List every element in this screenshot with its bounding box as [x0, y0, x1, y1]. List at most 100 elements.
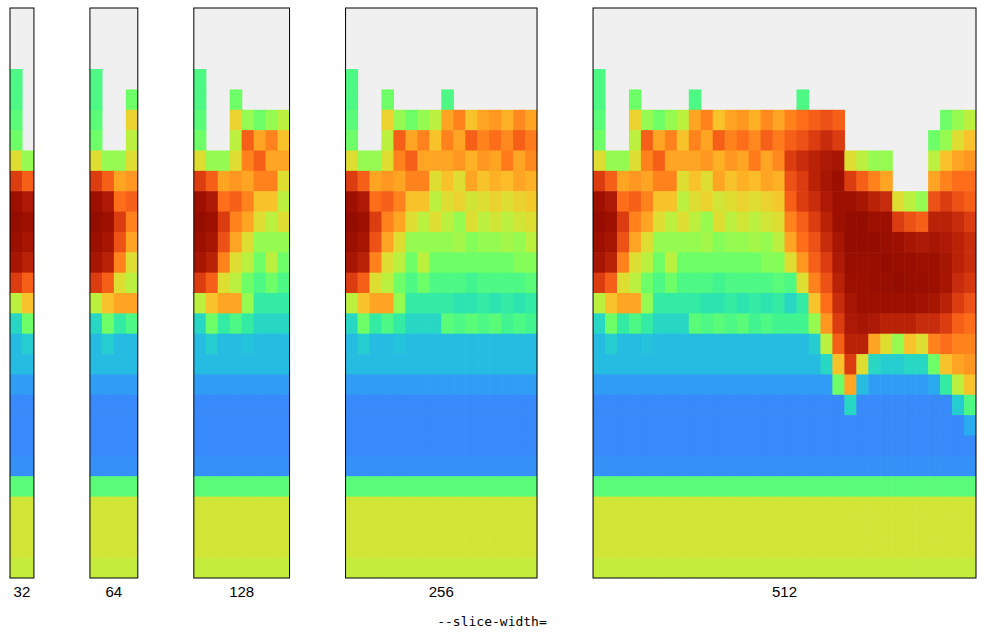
heatmap-cell: [629, 273, 642, 294]
heatmap-cell: [785, 171, 798, 192]
heatmap-cell: [194, 476, 207, 497]
heatmap-cell: [393, 374, 406, 395]
heatmap-cell: [737, 476, 750, 497]
heatmap-cell: [689, 232, 702, 253]
heatmap-cell: [856, 151, 869, 172]
heatmap-cell: [278, 212, 290, 233]
heatmap-cell: [761, 354, 774, 375]
heatmap-cell: [477, 110, 490, 131]
heatmap-cell: [513, 354, 526, 375]
heatmap-cell: [346, 232, 359, 253]
heatmap-cell: [114, 252, 127, 273]
heatmap-cell: [856, 252, 869, 273]
panel: [90, 8, 138, 579]
heatmap-cell: [808, 537, 821, 558]
heatmap-cell: [22, 232, 34, 253]
heatmap-cell: [820, 232, 833, 253]
heatmap-cell: [964, 313, 976, 334]
heatmap-cell: [952, 252, 965, 273]
heatmap-cell: [230, 354, 243, 375]
heatmap-cell: [22, 456, 34, 477]
heatmap-cell: [102, 497, 115, 518]
heatmap-cell: [605, 497, 618, 518]
heatmap-cell: [102, 537, 115, 558]
heatmap-cell: [102, 171, 115, 192]
heatmap-cell: [880, 252, 893, 273]
heatmap-cell: [381, 232, 394, 253]
heatmap-cell: [266, 415, 279, 436]
heatmap-cell: [785, 130, 798, 151]
heatmap-cell: [605, 151, 618, 172]
heatmap-cell: [525, 497, 537, 518]
heatmap-cell: [808, 497, 821, 518]
heatmap-cell: [194, 436, 207, 457]
heatmap-cell: [761, 436, 774, 457]
heatmap-cell: [653, 151, 666, 172]
heatmap-cell: [665, 476, 678, 497]
heatmap-cell: [653, 191, 666, 212]
heatmap-cell: [441, 252, 454, 273]
heatmap-cell: [501, 436, 514, 457]
heatmap-cell: [194, 354, 207, 375]
heatmap-cell: [773, 456, 786, 477]
heatmap-cell: [773, 171, 786, 192]
heatmap-cell: [90, 191, 103, 212]
heatmap-cell: [266, 395, 279, 416]
heatmap-cell: [278, 537, 290, 558]
heatmap-cell: [605, 334, 618, 355]
heatmap-cell: [761, 456, 774, 477]
heatmap-cell: [964, 354, 976, 375]
heatmap-cell: [477, 456, 490, 477]
heatmap-cell: [102, 191, 115, 212]
heatmap-cell: [665, 497, 678, 518]
heatmap-cell: [90, 558, 103, 578]
heatmap-cell: [405, 334, 418, 355]
heatmap-cell: [749, 151, 762, 172]
heatmap-cell: [952, 537, 965, 558]
heatmap-cell: [904, 517, 917, 538]
heatmap-cell: [796, 212, 809, 233]
heatmap-cell: [90, 436, 103, 457]
heatmap-cell: [218, 517, 231, 538]
heatmap-cell: [242, 395, 255, 416]
heatmap-cell: [940, 110, 953, 131]
heatmap-cell: [218, 293, 231, 314]
heatmap-cell: [844, 151, 857, 172]
heatmap-cell: [928, 232, 941, 253]
heatmap-cell: [665, 110, 678, 131]
heatmap-cell: [773, 395, 786, 416]
heatmap-cell: [880, 558, 893, 578]
heatmap-cell: [808, 476, 821, 497]
heatmap-cell: [405, 313, 418, 334]
heatmap-cell: [381, 497, 394, 518]
heatmap-cell: [278, 436, 290, 457]
heatmap-cell: [417, 415, 430, 436]
heatmap-cell: [501, 110, 514, 131]
heatmap-cell: [254, 313, 267, 334]
heatmap-cell: [820, 212, 833, 233]
heatmap-cell: [525, 151, 537, 172]
heatmap-cell: [940, 558, 953, 578]
heatmap-cell: [928, 497, 941, 518]
heatmap-cell: [701, 415, 714, 436]
heatmap-cell: [940, 130, 953, 151]
heatmap-cell: [904, 415, 917, 436]
heatmap-cell: [254, 151, 267, 172]
heatmap-cell: [749, 497, 762, 518]
heatmap-cell: [665, 415, 678, 436]
heatmap-cell: [278, 232, 290, 253]
heatmap-cell: [796, 497, 809, 518]
heatmap-cell: [713, 374, 726, 395]
heatmap-cell: [964, 191, 976, 212]
heatmap-cell: [501, 130, 514, 151]
heatmap-cell: [725, 517, 738, 538]
heatmap-cell: [358, 497, 371, 518]
heatmap-cell: [114, 212, 127, 233]
heatmap-cell: [254, 558, 267, 578]
heatmap-cell: [725, 293, 738, 314]
heatmap-cell: [429, 212, 442, 233]
heatmap-cell: [346, 273, 359, 294]
heatmap-cell: [820, 415, 833, 436]
heatmap-cell: [278, 313, 290, 334]
heatmap-cell: [665, 191, 678, 212]
